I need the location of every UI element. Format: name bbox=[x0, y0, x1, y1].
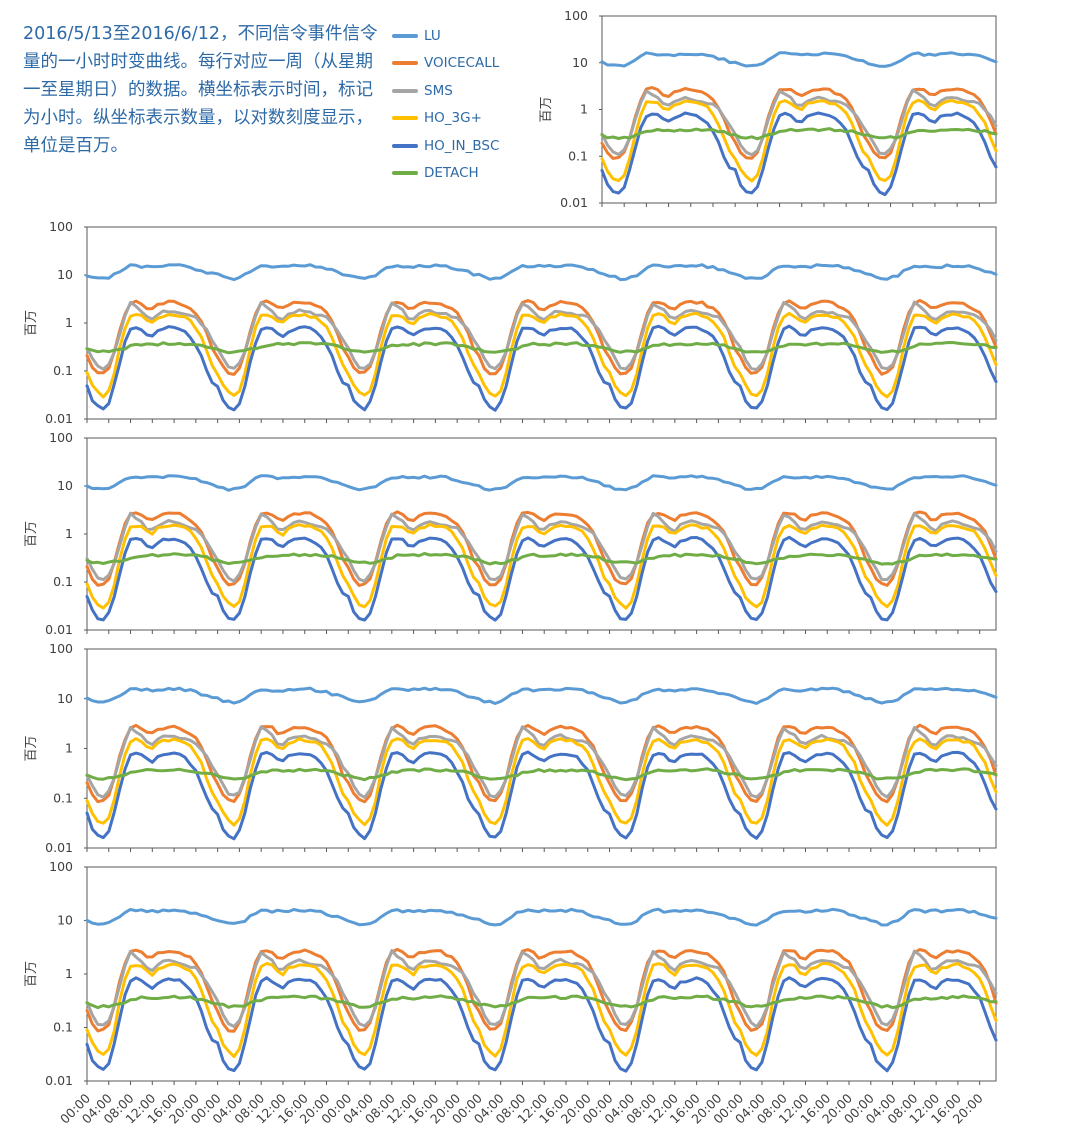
series-line-ho-3g- bbox=[600, 98, 998, 183]
y-tick-label: 1 bbox=[580, 102, 588, 117]
series-line-ho-in-bsc bbox=[85, 976, 998, 1073]
series-line-sms bbox=[85, 300, 998, 372]
y-tick-label: 0.1 bbox=[53, 790, 73, 805]
y-tick-label: 0.1 bbox=[568, 148, 588, 163]
y-axis-label: 百万 bbox=[24, 521, 39, 547]
series-line-detach bbox=[600, 127, 998, 141]
series-line-lu bbox=[85, 907, 998, 927]
y-tick-label: 0.01 bbox=[45, 1073, 73, 1088]
legend-item-lu: LU bbox=[392, 22, 499, 50]
series-line-sms bbox=[85, 725, 998, 799]
series-line-detach bbox=[85, 552, 998, 566]
series-line-lu bbox=[85, 263, 998, 282]
legend-swatch-detach bbox=[392, 171, 418, 176]
series-line-ho-in-bsc bbox=[600, 111, 998, 197]
series-line-ho-3g- bbox=[85, 737, 998, 827]
series-line-lu bbox=[85, 686, 998, 705]
y-axis-label: 百万 bbox=[24, 310, 39, 336]
legend-swatch-ho-in-bsc bbox=[392, 143, 418, 148]
y-tick-label: 1 bbox=[65, 526, 73, 541]
legend-item-sms: SMS bbox=[392, 77, 499, 105]
series-line-voicecall bbox=[85, 723, 998, 804]
y-tick-label: 10 bbox=[57, 691, 73, 706]
y-tick-label: 100 bbox=[49, 219, 73, 234]
series-line-voicecall bbox=[600, 86, 998, 160]
y-tick-label: 100 bbox=[49, 430, 73, 445]
y-tick-label: 0.1 bbox=[53, 1020, 73, 1035]
series-line-sms bbox=[85, 949, 998, 1029]
y-tick-label: 10 bbox=[57, 913, 73, 928]
series-line-ho-in-bsc bbox=[85, 535, 998, 622]
series-line-ho-3g- bbox=[85, 962, 998, 1059]
series-line-voicecall bbox=[85, 510, 998, 587]
y-tick-label: 0.01 bbox=[560, 195, 588, 210]
legend-swatch-ho-3g bbox=[392, 116, 418, 121]
series-line-detach bbox=[85, 994, 998, 1010]
chart-legend: LU VOICECALL SMS HO_3G+ HO_IN_BSC DETACH bbox=[392, 22, 499, 187]
series-line-detach bbox=[85, 767, 998, 782]
legend-label-ho-3g: HO_3G+ bbox=[424, 110, 482, 127]
legend-swatch-sms bbox=[392, 88, 418, 93]
legend-label-ho-in-bsc: HO_IN_BSC bbox=[424, 137, 500, 154]
y-tick-label: 0.01 bbox=[45, 622, 73, 637]
series-line-ho-in-bsc bbox=[85, 750, 998, 841]
series-line-ho-3g- bbox=[85, 311, 998, 399]
legend-item-ho-in-bsc: HO_IN_BSC bbox=[392, 132, 499, 160]
y-tick-label: 0.01 bbox=[45, 411, 73, 426]
y-axis-label: 百万 bbox=[539, 96, 554, 122]
series-line-lu bbox=[600, 51, 998, 68]
chart-description: 2016/5/13至2016/6/12，不同信令事件信令量的一小时时变曲线。每行… bbox=[23, 24, 378, 156]
series-line-detach bbox=[85, 341, 998, 355]
y-tick-label: 1 bbox=[65, 741, 73, 756]
series-line-ho-in-bsc bbox=[85, 324, 998, 412]
legend-swatch-lu bbox=[392, 33, 418, 38]
legend-label-detach: DETACH bbox=[424, 165, 479, 182]
series-line-lu bbox=[85, 474, 998, 492]
y-tick-label: 100 bbox=[49, 641, 73, 656]
y-tick-label: 0.01 bbox=[45, 840, 73, 855]
legend-swatch-voicecall bbox=[392, 61, 418, 66]
legend-item-ho-3g: HO_3G+ bbox=[392, 105, 499, 133]
y-tick-label: 100 bbox=[49, 859, 73, 874]
y-tick-label: 0.1 bbox=[53, 574, 73, 589]
y-tick-label: 100 bbox=[564, 8, 588, 23]
legend-label-sms: SMS bbox=[424, 82, 453, 99]
legend-item-voicecall: VOICECALL bbox=[392, 50, 499, 78]
plot-frame bbox=[86, 866, 997, 1082]
y-tick-label: 10 bbox=[572, 55, 588, 70]
y-tick-label: 0.1 bbox=[53, 363, 73, 378]
legend-item-detach: DETACH bbox=[392, 160, 499, 188]
y-tick-label: 10 bbox=[57, 267, 73, 282]
y-tick-label: 1 bbox=[65, 315, 73, 330]
y-axis-label: 百万 bbox=[24, 961, 39, 987]
y-axis-label: 百万 bbox=[24, 735, 39, 761]
legend-label-voicecall: VOICECALL bbox=[424, 55, 500, 72]
y-tick-label: 1 bbox=[65, 966, 73, 981]
series-line-sms bbox=[85, 511, 998, 583]
legend-label-lu: LU bbox=[424, 27, 441, 44]
series-line-voicecall bbox=[85, 298, 998, 376]
y-tick-label: 10 bbox=[57, 478, 73, 493]
series-line-sms bbox=[600, 88, 998, 157]
series-line-ho-3g- bbox=[85, 522, 998, 610]
